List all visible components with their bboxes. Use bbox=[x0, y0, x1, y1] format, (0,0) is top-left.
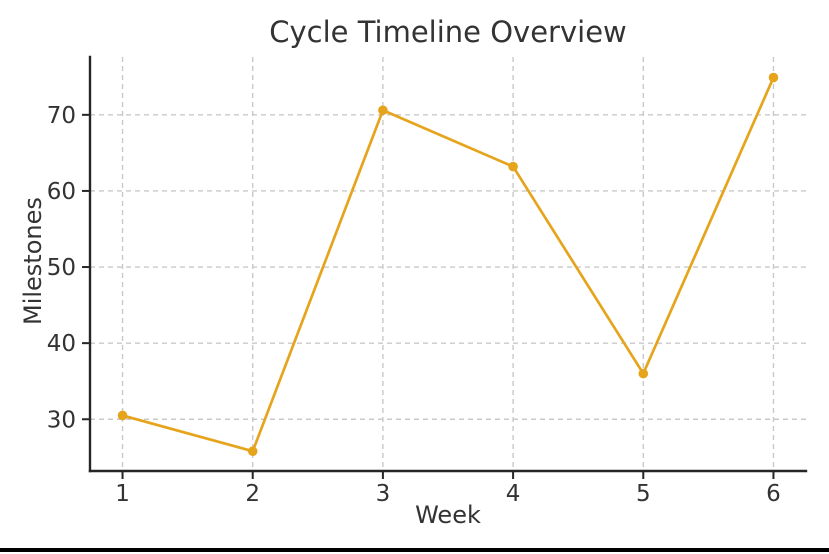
data-point-marker bbox=[378, 105, 388, 116]
window-bottom-edge bbox=[0, 548, 829, 552]
data-point-marker bbox=[508, 161, 518, 172]
y-tick-label: 30 bbox=[47, 407, 76, 433]
data-point-marker bbox=[247, 446, 258, 457]
data-point-marker bbox=[768, 72, 779, 83]
y-tick-label: 40 bbox=[47, 331, 76, 357]
data-line bbox=[122, 77, 775, 453]
x-tick-label: 5 bbox=[636, 481, 651, 507]
x-axis-label: Week bbox=[415, 501, 481, 529]
y-tick-label: 70 bbox=[47, 103, 76, 129]
x-tick-label: 6 bbox=[766, 481, 781, 507]
x-tick-label: 2 bbox=[245, 481, 260, 507]
data-point-marker bbox=[117, 410, 128, 421]
y-tick-label: 50 bbox=[47, 255, 76, 281]
x-tick-label: 4 bbox=[506, 481, 521, 507]
x-tick-label: 1 bbox=[115, 481, 130, 507]
x-tick-label: 3 bbox=[376, 481, 391, 507]
data-point-marker bbox=[638, 368, 649, 379]
y-tick-label: 60 bbox=[47, 179, 76, 205]
chart-title: Cycle Timeline Overview bbox=[269, 15, 627, 49]
